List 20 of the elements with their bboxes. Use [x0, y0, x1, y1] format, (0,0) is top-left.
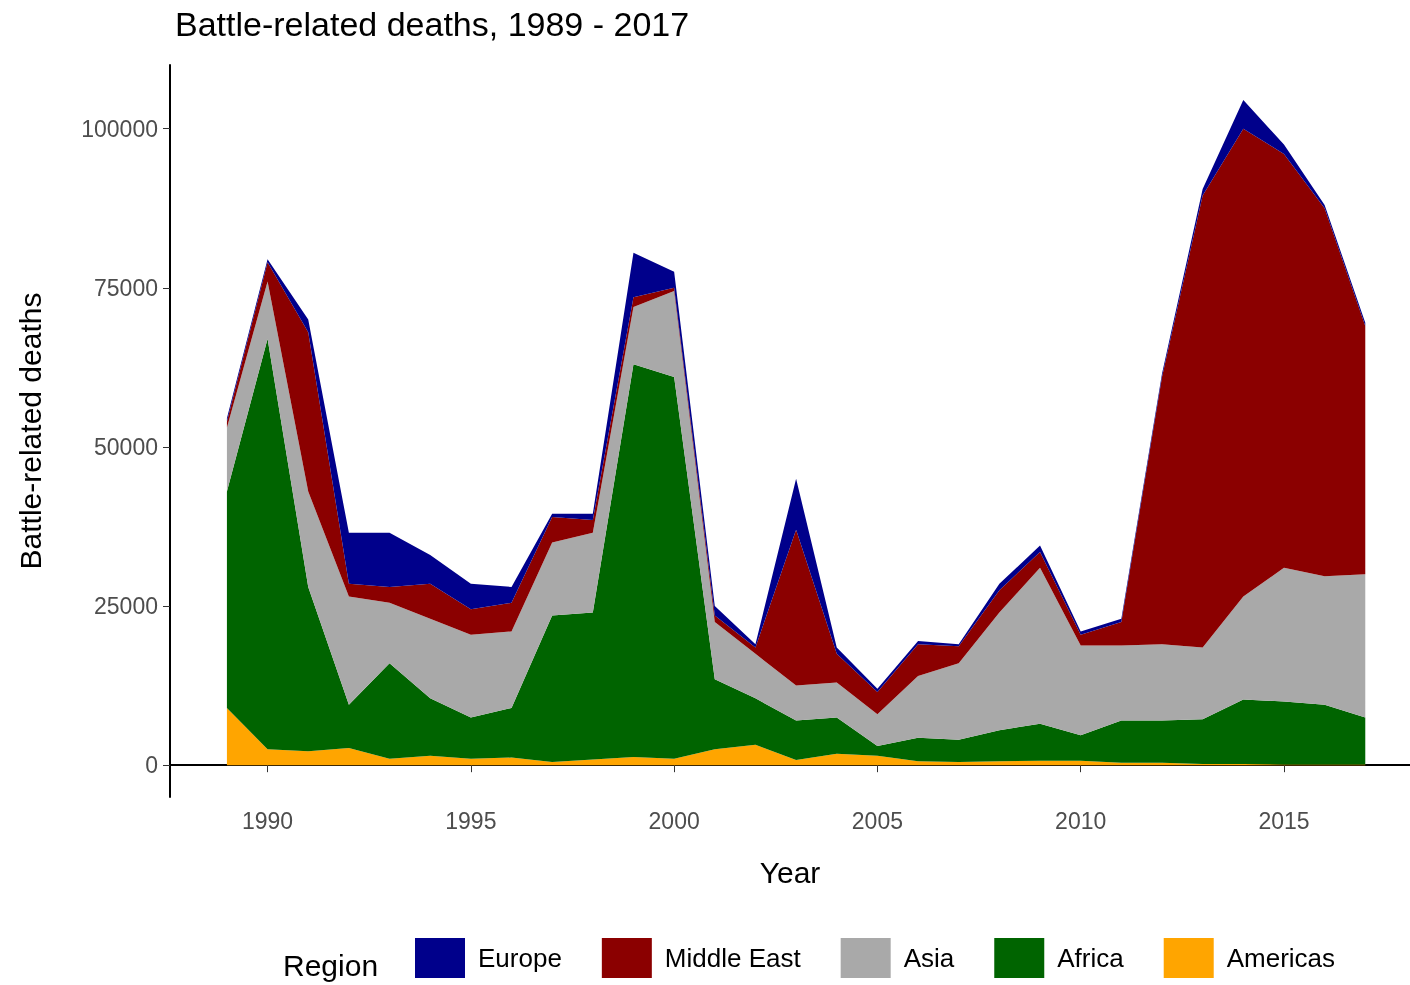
legend-label: Asia — [903, 943, 955, 973]
legend-label: Americas — [1226, 943, 1336, 973]
y-tick-label: 0 — [145, 752, 158, 779]
legend-label: Europe — [478, 943, 562, 973]
x-tick-label: 1990 — [241, 807, 294, 834]
x-tick-label: 2010 — [1055, 807, 1107, 834]
legend-label: Africa — [1057, 943, 1125, 973]
x-axis-title: Year — [759, 855, 821, 889]
y-tick-label: 100000 — [81, 115, 158, 142]
x-tick-label: 2005 — [851, 807, 903, 834]
x-tick-label: 2015 — [1258, 807, 1310, 834]
y-tick-label: 75000 — [94, 274, 158, 301]
y-tick-label: 25000 — [94, 593, 158, 620]
x-tick-label: 1995 — [445, 807, 497, 834]
x-tick-label: 2000 — [648, 807, 700, 834]
chart-title: Battle-related deaths, 1989 - 2017 — [175, 5, 690, 43]
y-axis-title: Battle-related deaths — [13, 292, 47, 570]
y-tick-label: 50000 — [94, 433, 158, 460]
legend-label: Middle East — [664, 943, 802, 973]
legend-title: Region — [283, 948, 379, 982]
